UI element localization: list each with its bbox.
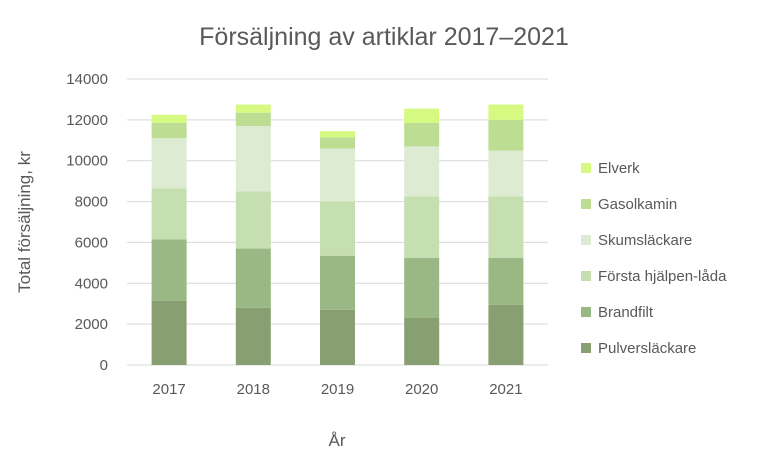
legend: Elverk Gasolkamin Skumsläckare Första hjälp…	[581, 160, 727, 357]
legend-label: Pulversläckare	[598, 340, 696, 357]
legend-swatch	[581, 343, 591, 353]
bar-segment	[235, 307, 271, 365]
bar-segment	[151, 300, 187, 365]
bar-segment	[488, 304, 524, 365]
bar-segment	[235, 104, 271, 113]
bar-segment	[404, 318, 440, 365]
y-tick-label: 10000	[66, 153, 108, 170]
bar-segment	[235, 191, 271, 249]
x-axis-title: År	[329, 431, 346, 450]
y-tick-label: 4000	[75, 275, 108, 292]
bar-segment	[320, 255, 355, 310]
bar-segment	[404, 108, 440, 123]
bar-segment	[488, 257, 524, 305]
legend-swatch	[581, 271, 591, 281]
legend-swatch	[581, 307, 591, 317]
bar-segment	[320, 148, 355, 202]
y-tick-label: 12000	[66, 112, 108, 129]
bar-segment	[151, 188, 187, 240]
bar-segment	[404, 257, 440, 319]
x-tick-label: 2017	[152, 381, 185, 398]
legend-label: Brandfilt	[598, 304, 654, 321]
bar-segment	[404, 146, 440, 197]
bar-segment	[235, 125, 271, 192]
y-tick-label: 6000	[75, 234, 108, 251]
bar-segment	[488, 196, 524, 258]
y-tick-label: 0	[100, 357, 108, 374]
y-tick-label: 2000	[75, 316, 108, 333]
legend-label: Första hjälpen-låda	[598, 268, 727, 285]
bar-segment	[151, 114, 187, 123]
legend-swatch	[581, 163, 591, 173]
x-tick-label: 2019	[321, 381, 354, 398]
x-tick-label: 2021	[489, 381, 522, 398]
bar-segment	[488, 150, 524, 197]
bar-segment	[404, 122, 440, 147]
bar-segment	[151, 122, 187, 139]
y-tick-label: 14000	[66, 71, 108, 88]
legend-swatch	[581, 235, 591, 245]
bar-segment	[320, 137, 355, 149]
x-tick-label: 2020	[405, 381, 438, 398]
legend-label: Gasolkamin	[598, 196, 677, 213]
bar-segment	[151, 239, 187, 301]
x-tick-label: 2018	[237, 381, 270, 398]
chart-title: Försäljning av artiklar 2017–2021	[199, 23, 569, 51]
y-axis-title: Total försäljning, kr	[15, 151, 34, 293]
legend-label: Skumsläckare	[598, 232, 692, 249]
y-tick-labels: 0 2000 4000 6000 8000 10000 12000 14000	[66, 71, 108, 374]
bar-segment	[320, 131, 355, 138]
legend-swatch	[581, 199, 591, 209]
bar-segment	[404, 196, 440, 258]
legend-label: Elverk	[598, 160, 640, 177]
x-tick-labels: 2017 2018 2019 2020 2021	[152, 381, 522, 398]
bar-segment	[151, 138, 187, 189]
bar-segment	[235, 112, 271, 126]
bar-segment	[235, 248, 271, 308]
y-tick-label: 8000	[75, 194, 108, 211]
bar-segment	[320, 309, 355, 365]
bars	[151, 104, 524, 365]
bar-segment	[488, 104, 524, 120]
bar-segment	[320, 201, 355, 256]
bar-segment	[488, 119, 524, 151]
